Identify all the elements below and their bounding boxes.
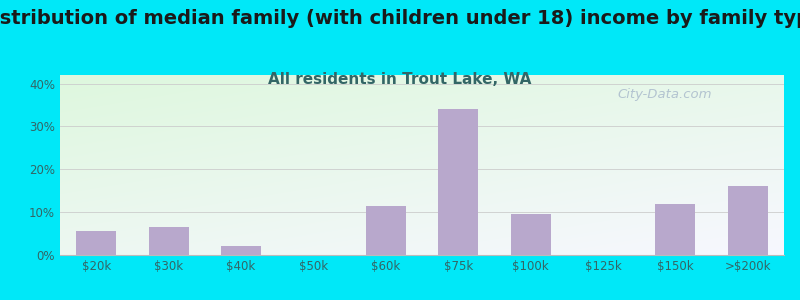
Text: All residents in Trout Lake, WA: All residents in Trout Lake, WA (268, 72, 532, 87)
Bar (655, 204, 695, 255)
Bar (221, 246, 261, 255)
Text: City-Data.com: City-Data.com (618, 88, 712, 100)
Bar (510, 214, 550, 255)
Bar (728, 186, 768, 255)
Bar (438, 109, 478, 255)
Bar (76, 231, 116, 255)
Bar (366, 206, 406, 255)
Bar (149, 227, 189, 255)
Text: Distribution of median family (with children under 18) income by family type: Distribution of median family (with chil… (0, 9, 800, 28)
